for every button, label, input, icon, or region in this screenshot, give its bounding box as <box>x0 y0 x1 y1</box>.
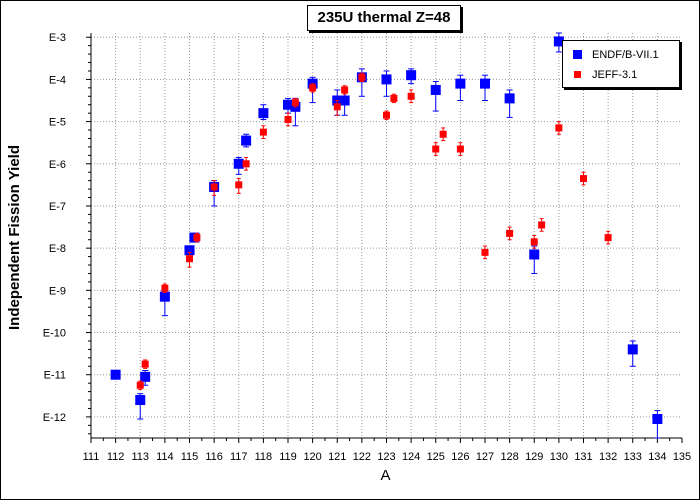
endf-point <box>455 78 466 89</box>
endf-point <box>135 395 146 406</box>
x-tick-label: 131 <box>574 451 592 463</box>
x-axis-label: A <box>380 467 390 484</box>
x-tick-label: 112 <box>107 451 125 463</box>
x-tick-label: 115 <box>181 451 199 463</box>
x-tick-label: 128 <box>500 451 518 463</box>
jeff-point <box>341 86 349 94</box>
jeff-point <box>383 111 390 119</box>
x-tick-label: 129 <box>525 451 543 463</box>
x-tick-label: 117 <box>230 451 248 463</box>
jeff-point <box>456 145 464 153</box>
x-tick-label: 130 <box>550 451 568 463</box>
endf-point <box>430 84 441 95</box>
jeff-point <box>291 99 299 107</box>
y-tick-label: E-10 <box>43 328 66 340</box>
legend-marker-jeff <box>574 71 581 78</box>
x-tick-label: 114 <box>156 451 174 463</box>
endf-point <box>159 291 170 302</box>
endf-point <box>553 36 564 47</box>
x-tick-label: 127 <box>476 451 494 463</box>
jeff-point <box>210 183 218 191</box>
jeff-point <box>580 175 587 183</box>
y-tick-label: E-9 <box>49 285 66 297</box>
endf-point <box>184 245 195 256</box>
x-tick-label: 133 <box>624 451 642 463</box>
jeff-point <box>186 255 193 263</box>
x-tick-label: 121 <box>328 451 346 463</box>
x-tick-label: 135 <box>673 451 691 463</box>
endf-point <box>233 158 244 169</box>
legend-label-endf: ENDF/B-VII.1 <box>592 49 659 61</box>
y-tick-label: E-3 <box>49 32 66 44</box>
legend-label-jeff: JEFF-3.1 <box>592 69 638 81</box>
jeff-point <box>481 248 489 256</box>
legend-marker-endf <box>573 50 582 59</box>
x-tick-label: 123 <box>377 451 395 463</box>
x-tick-label: 122 <box>353 451 371 463</box>
jeff-point <box>604 234 612 242</box>
jeff-point <box>333 103 341 111</box>
x-tick-label: 132 <box>599 451 617 463</box>
endf-point <box>258 108 269 119</box>
x-tick-label: 113 <box>131 451 149 463</box>
jeff-point <box>235 181 243 189</box>
jeff-point <box>284 115 292 123</box>
endf-point <box>504 93 515 104</box>
endf-point <box>140 371 151 382</box>
jeff-point <box>161 284 169 292</box>
y-tick-label: E-5 <box>49 117 66 129</box>
endf-point <box>339 95 350 106</box>
jeff-point <box>358 73 366 81</box>
y-tick-label: E-4 <box>49 74 66 86</box>
jeff-point <box>259 128 267 136</box>
y-tick-label: E-6 <box>49 159 66 171</box>
x-tick-label: 116 <box>205 451 223 463</box>
x-tick-label: 118 <box>255 451 273 463</box>
jeff-point <box>193 234 201 242</box>
x-tick-label: 124 <box>402 451 420 463</box>
y-tick-label: E-7 <box>49 201 66 213</box>
y-tick-label: E-12 <box>43 412 66 424</box>
jeff-point <box>506 229 514 237</box>
y-tick-label: E-8 <box>49 243 66 255</box>
x-tick-label: 120 <box>303 451 321 463</box>
chart-title: 235U thermal Z=48 <box>307 5 461 31</box>
x-tick-label: 134 <box>648 451 666 463</box>
jeff-point <box>390 94 398 102</box>
jeff-point <box>432 145 440 153</box>
jeff-point <box>555 124 563 132</box>
x-tick-label: 126 <box>451 451 469 463</box>
y-axis-label: Independent Fission Yield <box>6 145 23 330</box>
jeff-point <box>439 130 447 138</box>
endf-point <box>283 99 293 110</box>
y-tick-label: E-11 <box>44 370 66 382</box>
x-tick-label: 111 <box>83 451 100 463</box>
endf-point <box>652 414 663 425</box>
jeff-point <box>136 381 144 389</box>
legend: ENDF/B-VII.1 JEFF-3.1 <box>562 40 680 88</box>
jeff-point <box>309 84 317 92</box>
jeff-point <box>141 360 149 368</box>
endf-point <box>241 135 252 146</box>
jeff-point <box>242 160 250 168</box>
x-tick-label: 125 <box>427 451 445 463</box>
endf-point <box>529 249 540 260</box>
jeff-point <box>538 221 546 229</box>
jeff-point <box>407 92 415 100</box>
endf-point <box>381 74 392 85</box>
endf-point <box>627 344 638 355</box>
endf-point <box>406 70 417 81</box>
endf-point <box>110 369 121 380</box>
jeff-point <box>530 238 538 246</box>
x-tick-label: 119 <box>279 451 297 463</box>
endf-point <box>480 78 490 89</box>
